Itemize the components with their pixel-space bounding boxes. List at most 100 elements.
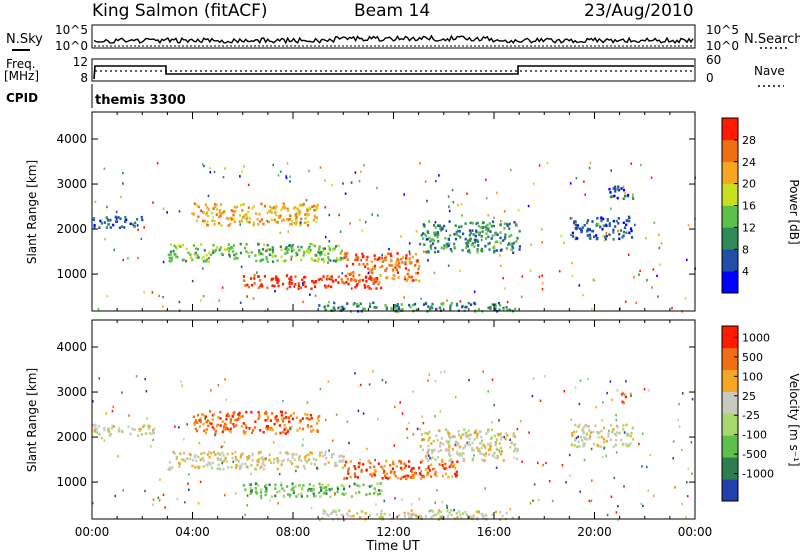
echo-cell <box>497 432 500 436</box>
echo-cell <box>476 248 479 251</box>
echo-cell <box>571 434 574 437</box>
echo-cell <box>108 434 111 437</box>
echo-cell <box>202 255 205 259</box>
echo-cell <box>188 452 191 456</box>
echo-cell <box>317 419 320 422</box>
freq-label-line2: [MHz] <box>4 69 39 83</box>
echo-cell <box>223 458 226 462</box>
echo-cell <box>640 163 642 167</box>
echo-cell <box>225 216 228 220</box>
echo-cell <box>255 492 259 495</box>
echo-cell <box>625 231 628 235</box>
echo-cell <box>256 271 258 274</box>
echo-cell <box>613 476 616 480</box>
nsky-panel: N.Sky 10^5 10^0 10^5 10^0 N.Search <box>6 23 800 53</box>
echo-cell <box>183 452 186 455</box>
echo-cell <box>447 475 450 479</box>
echo-cell <box>415 515 418 518</box>
echo-cell <box>354 279 358 282</box>
echo-cell <box>288 495 291 498</box>
echo-cell <box>246 504 248 507</box>
echo-cell <box>588 228 591 231</box>
echo-cell <box>477 231 481 234</box>
echo-cell <box>312 484 315 488</box>
echo-cell <box>621 392 624 395</box>
echo-cell <box>256 459 259 463</box>
echo-cell <box>270 253 273 257</box>
echo-cell <box>341 305 344 309</box>
echo-cell <box>256 483 260 487</box>
echo-cell <box>252 429 255 432</box>
echo-cell <box>514 307 517 311</box>
echo-cell <box>497 301 501 305</box>
echo-cell <box>403 462 406 465</box>
echo-cell <box>450 250 453 253</box>
echo-cell <box>570 432 574 435</box>
y-tick-label: 1000 <box>56 475 87 489</box>
echo-cell <box>430 475 433 478</box>
echo-cell <box>227 224 230 227</box>
echo-cell <box>301 278 304 282</box>
echo-cell <box>286 485 289 488</box>
echo-cell <box>395 268 398 272</box>
echo-cell <box>356 512 359 515</box>
echo-cell <box>480 512 483 516</box>
x-tick-label: 12:00 <box>376 525 411 539</box>
echo-cell <box>437 511 440 515</box>
echo-cell <box>268 428 272 431</box>
echo-cell <box>684 297 687 300</box>
echo-cell <box>605 439 608 443</box>
echo-cell <box>601 227 604 231</box>
echo-cell <box>254 254 257 257</box>
echo-cell <box>478 430 481 434</box>
echo-cell <box>240 220 243 223</box>
echo-cell <box>400 461 403 465</box>
echo-cell <box>608 233 611 236</box>
echo-cell <box>491 421 493 424</box>
echo-cell <box>459 236 462 239</box>
echo-cell <box>354 467 357 470</box>
echo-cell <box>257 275 260 278</box>
echo-cell <box>480 452 483 456</box>
echo-cell <box>187 251 190 255</box>
echo-cell <box>448 465 451 469</box>
echo-cell <box>295 453 298 456</box>
echo-cell <box>98 433 101 436</box>
echo-cell <box>318 482 321 486</box>
echo-cell <box>204 431 208 435</box>
echo-cell <box>381 256 384 260</box>
echo-cell <box>445 466 448 470</box>
echo-cell <box>617 217 620 220</box>
echo-cell <box>280 483 283 487</box>
echo-cell <box>503 210 506 213</box>
echo-cell <box>414 302 417 306</box>
colorbar-swatch <box>722 118 738 141</box>
echo-cell <box>471 448 474 452</box>
echo-cell <box>217 452 220 455</box>
echo-cell <box>623 431 626 434</box>
echo-cell <box>226 427 229 431</box>
echo-cell <box>602 235 604 238</box>
echo-cell <box>485 178 487 181</box>
echo-cell <box>260 218 264 221</box>
echo-cell <box>109 218 112 222</box>
echo-cell <box>454 237 457 241</box>
echo-cell <box>144 432 148 435</box>
echo-cell <box>198 425 202 428</box>
echo-cell <box>344 253 347 256</box>
echo-cell <box>373 465 376 469</box>
echo-cell <box>175 247 178 250</box>
echo-cell <box>214 203 217 206</box>
echo-cell <box>422 475 425 479</box>
echo-cell <box>345 477 349 480</box>
echo-cell <box>326 513 329 516</box>
echo-cell <box>513 221 516 224</box>
echo-cell <box>410 509 413 512</box>
echo-cell <box>388 513 391 516</box>
echo-cell <box>271 249 275 252</box>
echo-cell <box>325 492 328 495</box>
echo-cell <box>252 221 255 224</box>
echo-cell <box>200 209 202 212</box>
echo-cell <box>239 456 242 459</box>
